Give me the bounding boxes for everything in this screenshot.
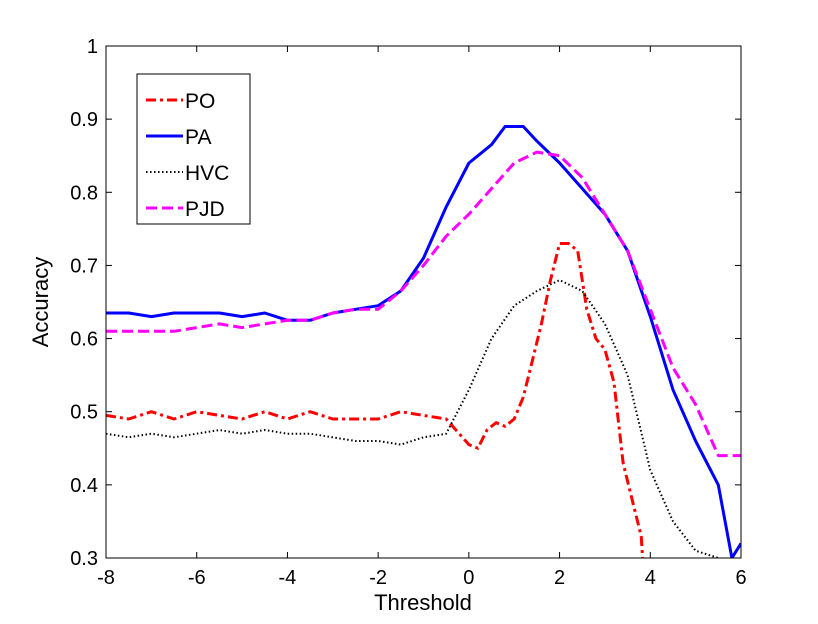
legend: PO PA HVC PJD: [136, 73, 251, 225]
x-tick-label: -6: [188, 567, 206, 589]
x-axis-title: Threshold: [374, 590, 472, 615]
y-tick-label: 0.5: [70, 402, 98, 424]
legend-label-hvc: HVC: [185, 162, 229, 185]
x-tick-label: 2: [554, 567, 565, 589]
axis-ticks: -8 -6 -4 -2 0 2 4 6 0.3 0.4 0.5 0.6 0.7 0.8 0.9 1: [70, 36, 746, 589]
y-tick-label: 1: [87, 36, 98, 58]
x-tick-label: -8: [97, 567, 115, 589]
x-tick-label: 6: [735, 567, 746, 589]
x-tick-label: -4: [279, 567, 297, 589]
y-tick-label: 0.9: [70, 109, 98, 131]
series-line-po: [106, 242, 645, 558]
plot-frame: [105, 45, 742, 559]
x-tick-label: 0: [463, 567, 474, 589]
legend-label-po: PO: [185, 90, 215, 113]
y-tick-label: 0.8: [70, 182, 98, 204]
y-tick-label: 0.3: [70, 548, 98, 570]
legend-label-pa: PA: [185, 126, 211, 149]
x-tick-label: -2: [369, 567, 387, 589]
series-line-pa: [106, 125, 741, 558]
y-axis-title: Accuracy: [28, 257, 53, 347]
y-tick-label: 0.7: [70, 255, 98, 277]
series-layer: [106, 125, 741, 558]
x-tick-label: 4: [645, 567, 656, 589]
y-tick-label: 0.4: [70, 475, 98, 497]
y-tick-label: 0.6: [70, 329, 98, 351]
series-line-pjd: [106, 150, 741, 458]
legend-label-pjd: PJD: [185, 198, 225, 221]
